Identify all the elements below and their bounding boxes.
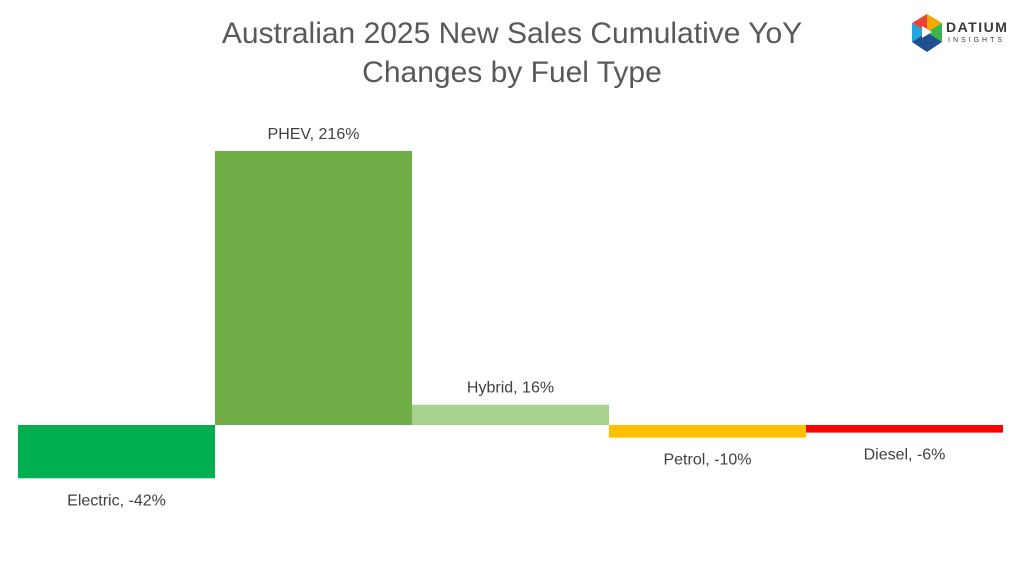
chart-title-line-1: Australian 2025 New Sales Cumulative YoY [221, 17, 803, 50]
bar-phev [215, 151, 412, 425]
bar-diesel [806, 425, 1003, 433]
data-label-hybrid: Hybrid, 16% [467, 380, 554, 397]
chart-title-line-2: Changes by Fuel Type [362, 56, 662, 89]
data-label-petrol: Petrol, -10% [663, 452, 751, 469]
bar-electric [18, 425, 215, 479]
data-label-phev: PHEV, 216% [268, 126, 360, 143]
data-label-diesel: Diesel, -6% [864, 447, 946, 464]
logo-subtitle: INSIGHTS [948, 37, 1006, 44]
bar-hybrid [412, 404, 609, 425]
data-label-electric: Electric, -42% [67, 492, 166, 509]
bar-petrol [609, 425, 806, 438]
logo-wordmark: DATIUM [946, 19, 1009, 35]
chart-title: Australian 2025 New Sales Cumulative YoY… [130, 14, 894, 92]
datium-insights-logo: DATIUM INSIGHTS [910, 12, 1014, 56]
datium-logo-icon [912, 14, 942, 52]
